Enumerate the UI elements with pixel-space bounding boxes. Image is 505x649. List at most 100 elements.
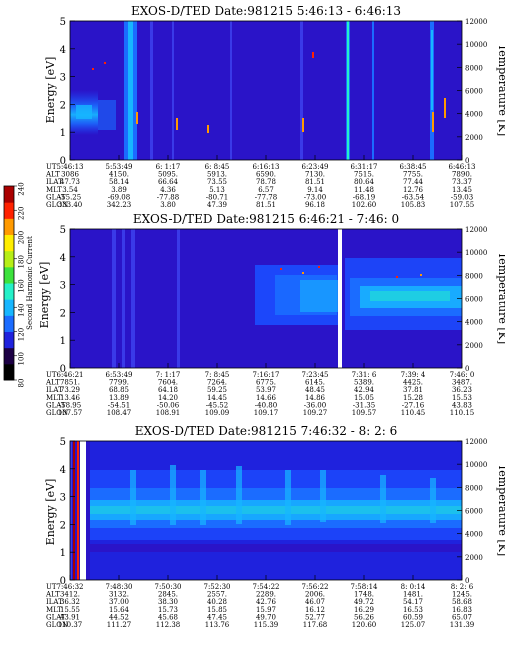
table-cell: 37.00 bbox=[109, 598, 129, 606]
colorbar-tick-label: 120 bbox=[18, 328, 26, 341]
table-cell: -69.08 bbox=[108, 193, 130, 201]
y-tick-label: 1 bbox=[60, 128, 66, 139]
y2-tick-label: 6000 bbox=[465, 508, 483, 516]
colorbar-tick-label: 200 bbox=[18, 231, 26, 244]
table-row-label: GLAT bbox=[46, 193, 66, 201]
table-cell: 60.59 bbox=[403, 613, 423, 621]
y2-tick-label: 8000 bbox=[465, 272, 483, 280]
table-cell: 7130. bbox=[305, 171, 325, 179]
y2-tick-label: 10000 bbox=[465, 461, 487, 469]
table-cell: 14.45 bbox=[207, 394, 227, 402]
table-cell: 125.07 bbox=[401, 621, 426, 629]
y-tick-label: 4 bbox=[60, 253, 66, 264]
table-row-label: MLT bbox=[46, 186, 62, 194]
y-tick-label: 2 bbox=[60, 308, 66, 319]
table-cell: -77.78 bbox=[255, 193, 277, 201]
table-cell: 5:46:13 bbox=[57, 163, 84, 171]
table-cell: 108.47 bbox=[107, 409, 132, 417]
table-cell: 111.27 bbox=[107, 621, 132, 629]
y2-tick-label: 0 bbox=[465, 577, 469, 585]
table-cell: 15.73 bbox=[158, 606, 178, 614]
table-row-label: UT bbox=[46, 371, 57, 379]
table-cell: 5095. bbox=[158, 171, 178, 179]
table-cell: 6: 8:45 bbox=[205, 163, 230, 171]
table-cell: 7: 1:17 bbox=[156, 371, 181, 379]
table-cell: 2289. bbox=[256, 591, 276, 599]
table-cell: 47.39 bbox=[207, 201, 227, 209]
table-cell: 4425. bbox=[403, 379, 423, 387]
y2-tick-label: 6000 bbox=[465, 296, 483, 304]
y-tick-label: 3 bbox=[60, 73, 66, 84]
y2-tick-label: 0 bbox=[465, 157, 469, 165]
y2-tick-label: 10000 bbox=[465, 249, 487, 257]
panel-2-ylabel: Energy [eV] bbox=[38, 262, 51, 329]
colorbar-segment bbox=[4, 234, 14, 252]
table-row-label: UT bbox=[46, 163, 57, 171]
table-cell: 7851. bbox=[60, 379, 80, 387]
table-cell: 77.44 bbox=[403, 178, 424, 186]
colorbar-segment bbox=[4, 218, 14, 235]
table-cell: -63.54 bbox=[402, 193, 425, 201]
table-cell: 6: 1:17 bbox=[156, 163, 181, 171]
colorbar-segment bbox=[4, 315, 14, 332]
panel-3-y2label: Temperature [K] bbox=[496, 464, 505, 556]
table-cell: 3487. bbox=[452, 379, 472, 387]
table-cell: 16.12 bbox=[305, 606, 325, 614]
table-cell: 37.81 bbox=[403, 386, 423, 394]
panel-2: EXOS-D/TED Date:981215 6:46:21 - 7:46: 0… bbox=[38, 212, 505, 417]
table-cell: -45.52 bbox=[206, 401, 228, 409]
table-cell: 13.46 bbox=[60, 394, 81, 402]
table-cell: 8: 2: 6 bbox=[451, 583, 474, 591]
table-row-label: GLON bbox=[46, 409, 68, 417]
colorbar-segment bbox=[4, 347, 14, 365]
table-cell: 2845. bbox=[158, 591, 178, 599]
table-cell: 15.05 bbox=[354, 394, 374, 402]
table-cell: 48.45 bbox=[305, 386, 325, 394]
colorbar-tick-label: 220 bbox=[18, 207, 26, 220]
table-row-label: ALT bbox=[45, 591, 60, 599]
colorbar-segment bbox=[4, 283, 14, 300]
table-cell: 108.91 bbox=[156, 409, 181, 417]
table-cell: 113.76 bbox=[205, 621, 230, 629]
table-cell: 3.54 bbox=[62, 186, 78, 194]
table-cell: 36.23 bbox=[452, 386, 472, 394]
table-cell: 52.77 bbox=[305, 613, 325, 621]
y-tick-label: 4 bbox=[60, 45, 66, 56]
table-cell: 7:16:17 bbox=[253, 371, 280, 379]
colorbar-segment bbox=[4, 202, 14, 219]
table-cell: 36.32 bbox=[60, 598, 80, 606]
y-tick-label: 3 bbox=[60, 493, 66, 504]
table-cell: 6:53:49 bbox=[106, 371, 133, 379]
y2-tick-label: 10000 bbox=[465, 41, 487, 49]
y2-tick-label: 12000 bbox=[465, 226, 487, 234]
y2-tick-label: 12000 bbox=[465, 438, 487, 446]
table-cell: 58.68 bbox=[452, 598, 472, 606]
table-cell: 110.45 bbox=[401, 409, 426, 417]
table-row-label: GLAT bbox=[46, 613, 66, 621]
table-cell: 49.72 bbox=[354, 598, 374, 606]
table-cell: 7515. bbox=[354, 171, 374, 179]
table-cell: 7: 8:45 bbox=[205, 371, 230, 379]
y-tick-label: 5 bbox=[60, 437, 66, 448]
table-cell: 5913. bbox=[207, 171, 227, 179]
table-cell: 15.85 bbox=[207, 606, 227, 614]
table-cell: 2557. bbox=[207, 591, 227, 599]
colorbar-segment bbox=[4, 299, 14, 316]
panel-1: EXOS-D/TED Date:981215 5:46:13 - 6:46:13 bbox=[44, 4, 505, 209]
y-tick-label: 4 bbox=[60, 465, 66, 476]
table-cell: 109.27 bbox=[303, 409, 328, 417]
table-row-label: MLT bbox=[46, 606, 62, 614]
table-row-label: UT bbox=[46, 583, 57, 591]
table-row-label: ALT bbox=[45, 171, 60, 179]
table-cell: 14.20 bbox=[158, 394, 178, 402]
table-cell: 3086 bbox=[61, 171, 79, 179]
colorbar-tick-label: 240 bbox=[18, 182, 26, 195]
table-cell: 3132. bbox=[109, 591, 129, 599]
table-cell: 6.57 bbox=[258, 186, 274, 194]
table-cell: 109.17 bbox=[254, 409, 279, 417]
colorbar-tick-label: 80 bbox=[18, 379, 26, 388]
table-cell: 53.97 bbox=[256, 386, 276, 394]
y2-tick-label: 4000 bbox=[465, 319, 483, 327]
table-cell: 73.29 bbox=[60, 386, 80, 394]
table-row-label: ALT bbox=[45, 379, 60, 387]
